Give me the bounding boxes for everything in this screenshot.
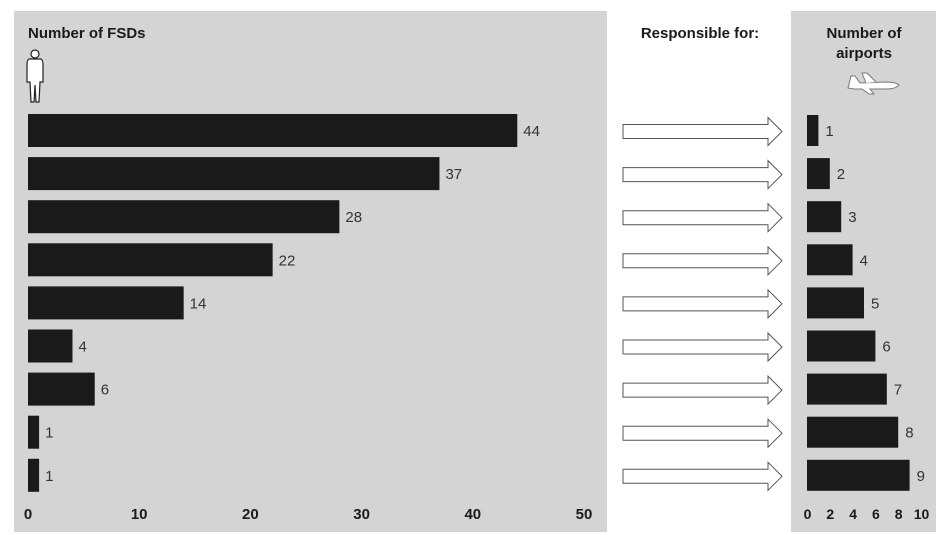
fsd-bar-label: 14 [190, 295, 207, 312]
airport-bar-label: 1 [825, 123, 833, 140]
airport-bar [807, 244, 853, 276]
responsible-arrow [622, 288, 783, 320]
responsible-arrow [622, 461, 783, 492]
airport-bar-label: 9 [917, 468, 925, 485]
responsible-arrow [622, 417, 783, 449]
fsd-bar [28, 458, 40, 492]
fsd-bar-label: 44 [523, 123, 540, 140]
airport-bar [807, 373, 887, 405]
airport-bar [807, 459, 910, 491]
fsd-bar [28, 157, 440, 191]
x-tick-label: 0 [24, 506, 32, 523]
fsd-bar-label: 22 [279, 252, 296, 269]
fsd-bar [28, 286, 184, 320]
middle-panel-title: Responsible for: [641, 25, 759, 42]
responsible-arrow [622, 331, 783, 363]
x-tick-label: 10 [914, 506, 930, 522]
responsible-arrow [622, 116, 783, 147]
responsible-arrow [622, 245, 783, 277]
responsible-arrow [622, 159, 783, 190]
x-tick-label: 8 [895, 506, 903, 522]
airport-bar [807, 287, 864, 319]
responsible-arrow [622, 202, 783, 233]
airport-bar-label: 8 [905, 425, 913, 442]
x-tick-label: 2 [826, 506, 834, 522]
fsd-bar-label: 6 [101, 382, 109, 399]
right-panel-title-line1: Number of [827, 25, 903, 42]
x-tick-label: 10 [131, 506, 148, 523]
airplane-outline-icon [847, 72, 900, 95]
x-tick-label: 4 [849, 506, 857, 522]
x-tick-label: 6 [872, 506, 880, 522]
x-tick-label: 50 [576, 506, 593, 523]
x-tick-label: 30 [353, 506, 370, 523]
fsd-bar-label: 1 [45, 425, 53, 442]
fsd-bar-label: 37 [445, 166, 462, 183]
airport-bar-label: 4 [860, 252, 868, 269]
airport-bar-label: 6 [882, 339, 890, 356]
fsd-bar-label: 1 [45, 468, 53, 485]
airport-bar-label: 3 [848, 209, 856, 226]
airport-bar [807, 416, 899, 448]
responsible-arrow [622, 374, 783, 406]
x-tick-label: 20 [242, 506, 259, 523]
fsd-bar-label: 4 [78, 339, 86, 356]
airport-bar [807, 330, 876, 362]
x-tick-label: 40 [464, 506, 481, 523]
person-silhouette-icon [26, 49, 44, 103]
airport-bar-label: 7 [894, 382, 902, 399]
fsd-bar [28, 114, 518, 147]
fsd-bar [28, 415, 40, 449]
x-tick-label: 0 [804, 506, 812, 522]
fsd-bar-label: 28 [345, 209, 362, 226]
fsd-bar [28, 329, 73, 363]
airport-bar [807, 158, 830, 190]
airport-bar [807, 201, 842, 233]
fsd-bar [28, 243, 273, 277]
right-panel-title-line2: airports [836, 45, 892, 62]
fsd-bar [28, 200, 340, 234]
airport-bar-label: 5 [871, 295, 879, 312]
airport-bar-label: 2 [837, 166, 845, 183]
fsd-bar [28, 372, 95, 406]
left-panel-title: Number of FSDs [28, 25, 146, 42]
airport-bar [807, 115, 819, 146]
